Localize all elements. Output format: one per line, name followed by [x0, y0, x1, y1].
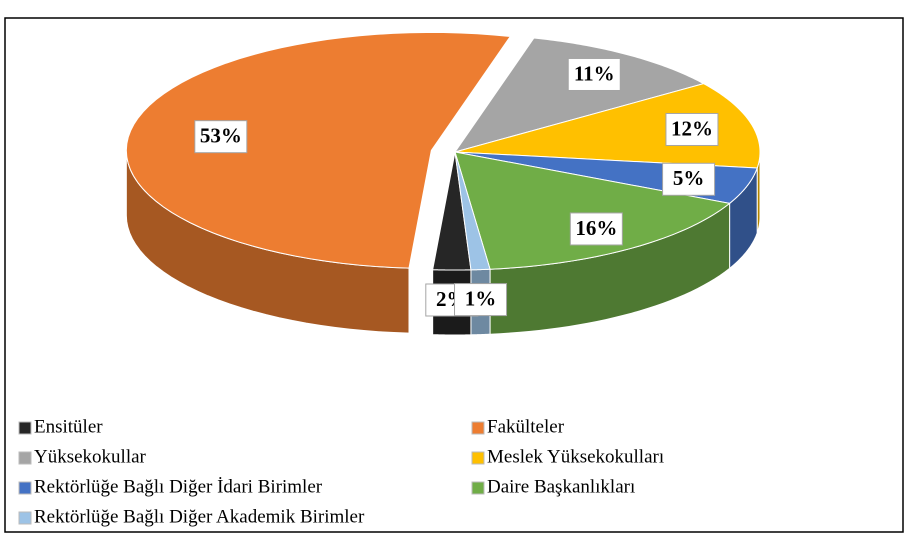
legend-label: Rektörlüğe Bağlı Diğer İdari Birimler: [34, 476, 323, 497]
slice: [454, 151, 491, 271]
legend-swatch: [18, 481, 32, 495]
data-label-box: [194, 120, 248, 154]
legend-label: Meslek Yüksekokulları: [487, 446, 664, 467]
slice: [453, 37, 705, 153]
data-label: 1%: [465, 286, 497, 310]
data-label: 11%: [574, 61, 615, 85]
slice: [432, 151, 472, 271]
legend-label: Ensitüler: [34, 416, 103, 437]
data-label: 12%: [671, 116, 713, 140]
data-label: 5%: [673, 166, 705, 190]
data-label: 53%: [200, 123, 242, 147]
legend-label: Yüksekokullar: [34, 446, 147, 467]
slice: [454, 151, 731, 270]
legend-label: Daire Başkanlıkları: [487, 476, 635, 497]
data-label-box: [567, 57, 621, 91]
legend-label: Rektörlüğe Bağlı Diğer Akademik Birimler: [34, 506, 365, 527]
legend: Ensitüler Fakülteler Yüksekokullar Meslek Y…: [18, 416, 664, 527]
legend-swatch: [471, 481, 485, 495]
data-label-box: [665, 112, 719, 146]
data-label: 16%: [575, 216, 617, 240]
slice: [125, 31, 512, 269]
data-label-box: [662, 162, 716, 196]
slice: [454, 83, 761, 169]
data-label-box: [569, 212, 623, 246]
pie: 2%53%11%12%5%16%1%: [125, 31, 761, 336]
legend-label: Fakülteler: [487, 416, 565, 437]
legend-swatch: [18, 451, 32, 465]
legend-swatch: [18, 511, 32, 525]
legend-swatch: [471, 451, 485, 465]
legend-swatch: [471, 421, 485, 435]
data-label-box: [454, 283, 508, 317]
legend-swatch: [18, 421, 32, 435]
